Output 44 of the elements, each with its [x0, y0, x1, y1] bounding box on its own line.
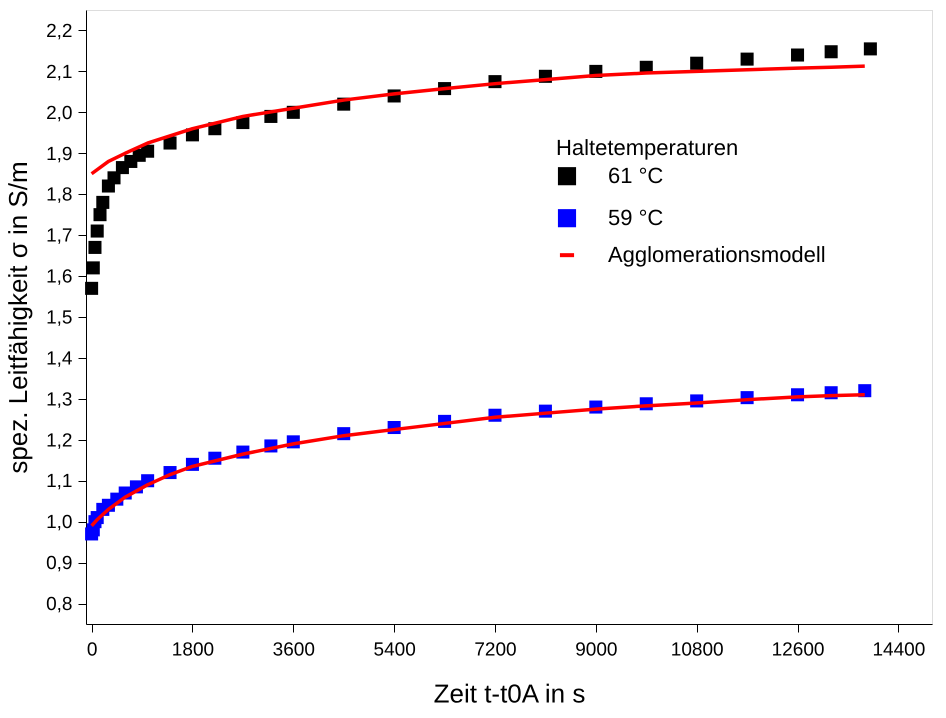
x-tick-label: 10800 — [670, 640, 724, 660]
point — [824, 45, 838, 58]
point — [690, 56, 704, 70]
y-tick-label: 1,0 — [46, 512, 72, 534]
x-tick-label: 9000 — [575, 640, 618, 660]
point — [864, 42, 877, 56]
point — [85, 282, 98, 295]
y-tick-label: 1,2 — [46, 430, 72, 452]
point — [96, 196, 110, 209]
point — [90, 224, 104, 238]
y-axis-title: spez. Leitfähigkeit σ in S/m — [3, 161, 34, 474]
legend-label: 61 °C — [608, 163, 664, 188]
point — [164, 136, 177, 150]
point — [107, 171, 121, 184]
point — [88, 240, 102, 254]
x-tick-label: 0 — [86, 640, 98, 660]
x-tick-label: 5400 — [374, 640, 416, 660]
x-tick-label: 1800 — [172, 640, 214, 660]
point — [86, 261, 100, 274]
y-tick-label: 1,6 — [46, 266, 72, 288]
point — [791, 48, 804, 62]
x-tick-label: 12600 — [772, 640, 824, 660]
y-tick-label: 1,3 — [46, 389, 72, 410]
x-tick-label: 3600 — [272, 640, 315, 660]
y-tick-label: 0,9 — [46, 553, 72, 574]
x-tick-label: 7200 — [474, 640, 517, 660]
legend-title: Haltetemperaturen — [556, 135, 738, 160]
legend-label: Agglomerationsmodell — [608, 242, 826, 268]
y-tick-label: 1,1 — [46, 471, 72, 492]
legend-label: 59 °C — [608, 205, 664, 230]
y-tick-label: 2,1 — [46, 62, 72, 83]
y-tick-label: 2,2 — [46, 20, 72, 42]
y-tick-label: 1,5 — [46, 308, 72, 328]
x-axis-title: Zeit t-t0A in s — [434, 678, 586, 708]
point — [93, 208, 107, 222]
point — [740, 52, 754, 66]
y-tick-label: 1,4 — [46, 348, 73, 370]
y-tick-label: 1,7 — [46, 226, 72, 247]
y-tick-label: 1,9 — [46, 144, 72, 165]
y-tick-label: 1,8 — [46, 184, 72, 206]
x-tick-label: 14400 — [872, 640, 926, 660]
y-tick-label: 2,0 — [46, 102, 72, 124]
y-tick-label: 0,8 — [46, 594, 72, 616]
point — [141, 144, 154, 158]
